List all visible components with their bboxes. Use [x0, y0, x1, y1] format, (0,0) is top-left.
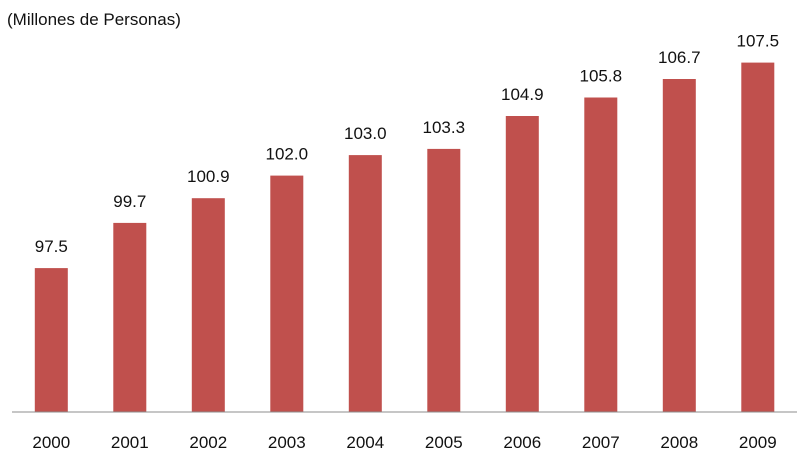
bar-2004 [348, 155, 382, 412]
bar-2006 [505, 116, 539, 412]
x-tick-label-2009: 2009 [739, 433, 777, 452]
bar-2007 [584, 97, 618, 412]
value-label-2003: 102.0 [266, 145, 309, 164]
value-labels-layer: 97.5 99.7 100.9 102.0 103.0 103.3 104.9 105.8 10… [35, 32, 779, 257]
value-label-2006: 104.9 [501, 85, 544, 104]
value-label-2008: 106.7 [658, 48, 701, 67]
bar-2000 [34, 268, 68, 412]
bar-2005 [427, 148, 461, 412]
x-tick-label-2008: 2008 [660, 433, 698, 452]
value-label-2000: 97.5 [35, 237, 68, 256]
bar-2002 [191, 198, 225, 412]
value-label-2007: 105.8 [580, 67, 623, 86]
value-label-2005: 103.3 [423, 118, 466, 137]
x-tick-label-2000: 2000 [32, 433, 70, 452]
bar-2003 [270, 175, 304, 412]
x-tick-labels: 2000 2001 2002 2003 2004 2005 2006 2007 2008 2009 [32, 433, 776, 452]
x-tick-label-2007: 2007 [582, 433, 620, 452]
value-label-2004: 103.0 [344, 124, 387, 143]
bar-2001 [113, 222, 147, 412]
bar-2008 [662, 79, 696, 412]
x-tick-label-2002: 2002 [189, 433, 227, 452]
x-tick-label-2006: 2006 [503, 433, 541, 452]
x-tick-label-2001: 2001 [111, 433, 149, 452]
bar-2009 [741, 62, 775, 412]
value-label-2001: 99.7 [113, 192, 146, 211]
value-label-2002: 100.9 [187, 167, 230, 186]
chart-unit-label: (Millones de Personas) [7, 10, 181, 29]
x-tick-label-2004: 2004 [346, 433, 384, 452]
x-tick-label-2005: 2005 [425, 433, 463, 452]
x-tick-label-2003: 2003 [268, 433, 306, 452]
bars-layer [34, 62, 775, 412]
value-label-2009: 107.5 [737, 32, 780, 51]
